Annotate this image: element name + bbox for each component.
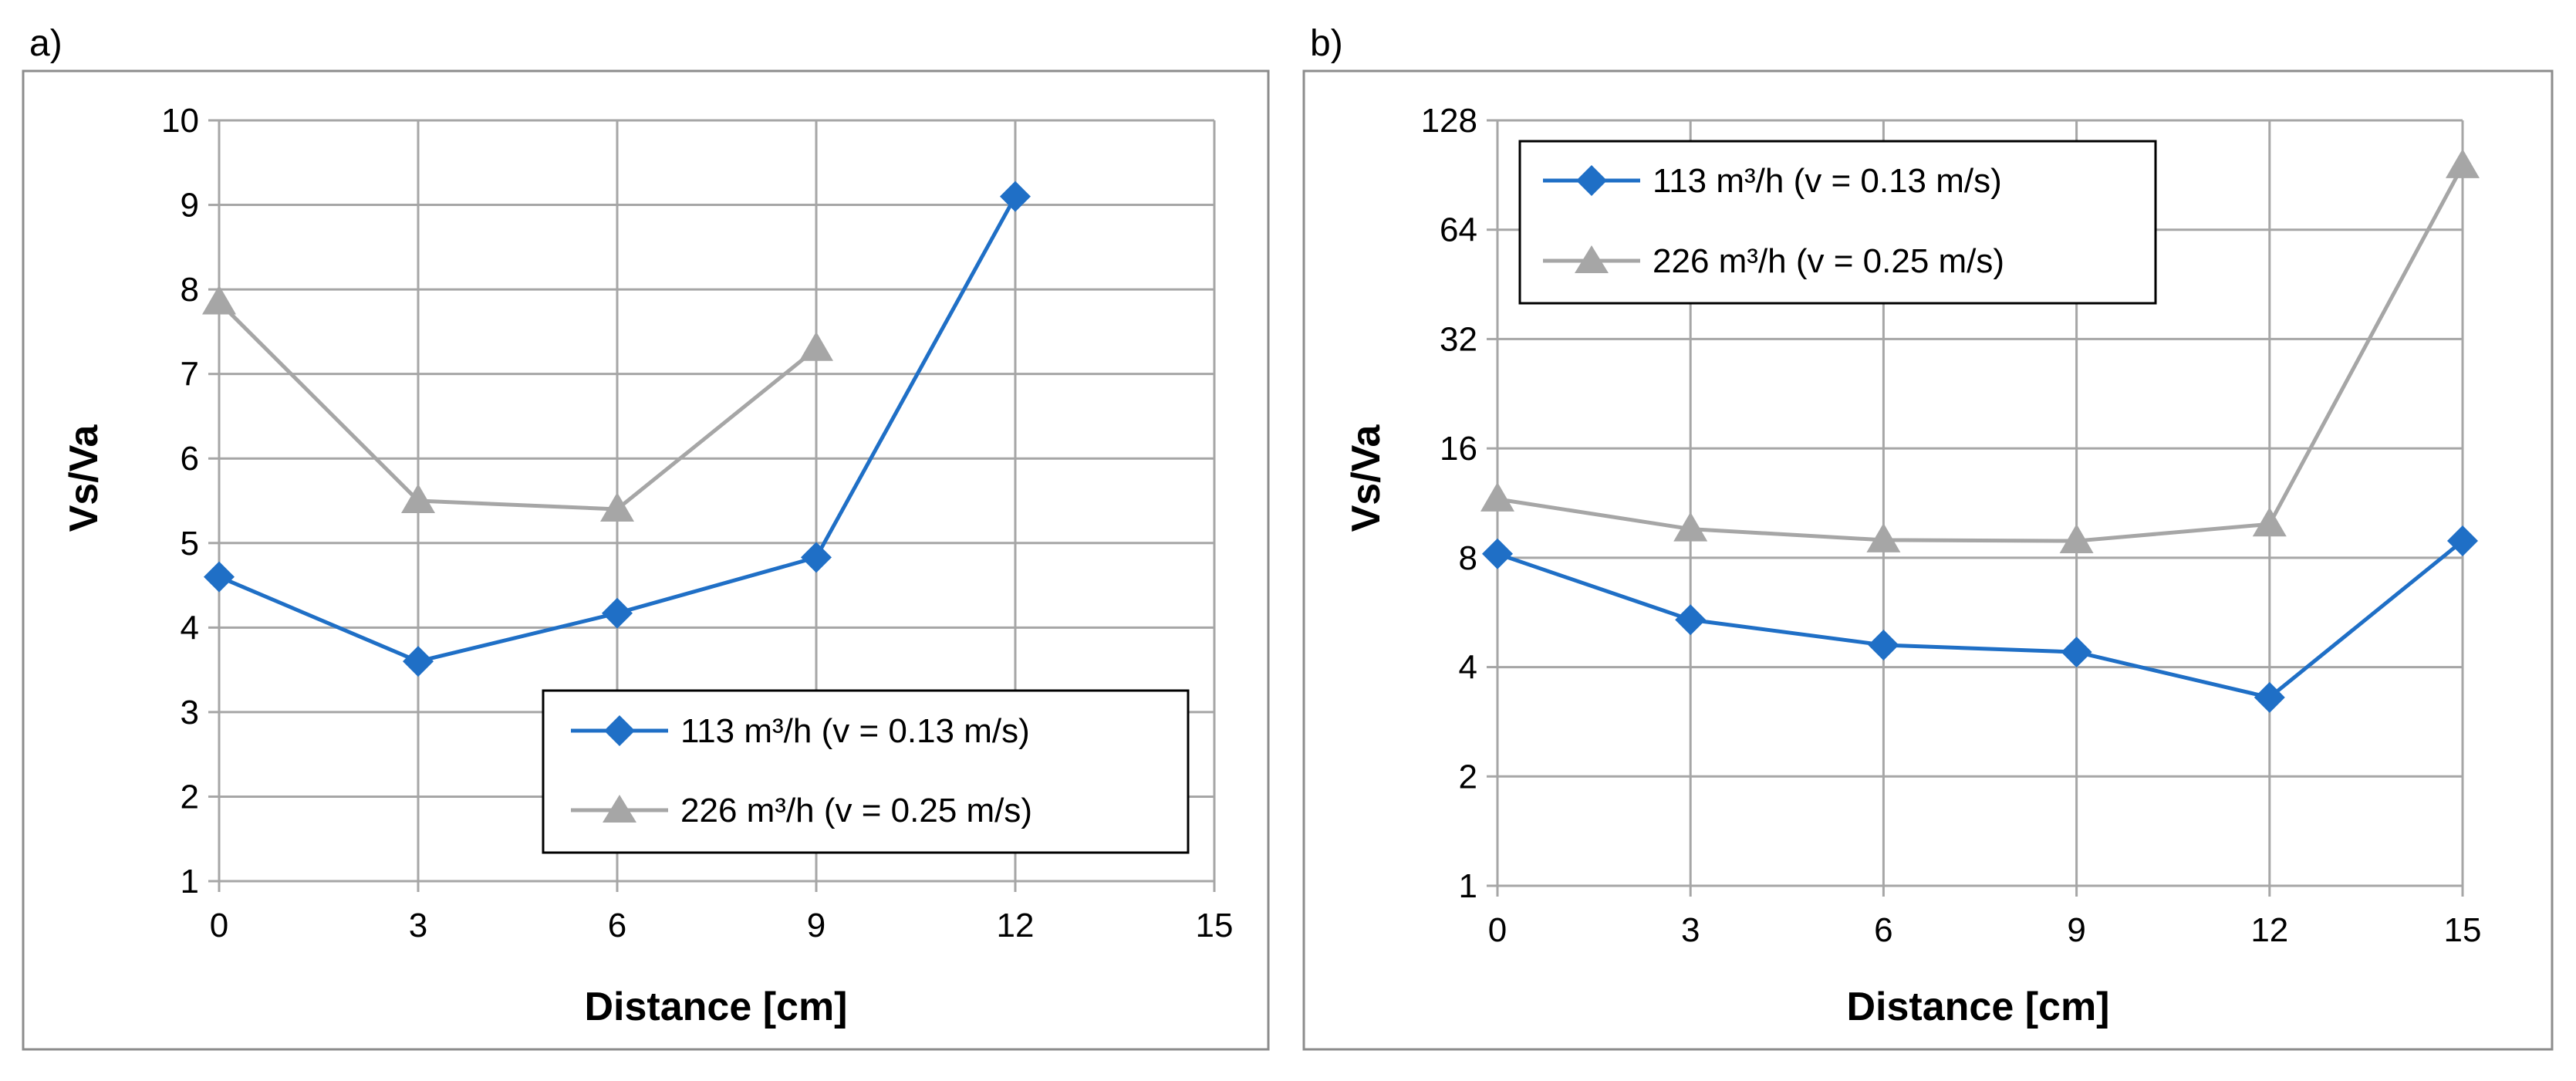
panel-a-legend-label-226: 226 m³/h (v = 0.25 m/s) [680,792,1032,829]
panel-b-gridlines [1487,119,2464,897]
panel-a-x-tick-label: 15 [1196,907,1234,944]
panel-b-x-tick-label: 15 [2444,911,2482,949]
panel-b-series-1-point-4 [2061,637,2092,668]
panel-b-legend-box [1518,140,2157,305]
panel-a-series-2-point-1 [202,285,236,315]
panel-b-x-tick-label: 12 [2250,911,2288,949]
panel-b-x-tick-label: 3 [1681,911,1700,949]
panel-b-y-tick-label: 32 [1440,320,1477,358]
panel-a-x-axis-title: Distance [cm] [585,985,848,1029]
panel-b-series-2-point-6 [2446,148,2480,178]
panel-a-legend-marker-226 [603,795,636,823]
panel-a-y-tick-label: 9 [181,187,199,225]
panel-a-y-tick-label: 7 [181,356,199,394]
panel-b-series-1-line [1497,539,2464,700]
panel-b-y-tick-label: 4 [1459,649,1477,687]
panel-a-series-1-point-2 [403,646,434,677]
panel-a-x-tick-label: 3 [409,907,427,944]
panel-a-series-2-point-2 [401,484,435,513]
panel-a-legend-label-113: 113 m³/h (v = 0.13 m/s) [680,712,1030,750]
panel-b-series-2-point-5 [2252,507,2287,537]
panel-b-y-tick-label: 2 [1459,758,1477,796]
panel-a-y-tick-labels: 1 2 3 4 5 6 7 8 9 10 [161,102,199,900]
panel-b-y-axis-title: Vs/Va [1344,424,1389,532]
panel-b-x-axis-title: Distance [cm] [1847,985,2110,1029]
panel-b-legend: 113 m³/h (v = 0.13 m/s) 226 m³/h (v = 0.… [1518,140,2157,305]
panel-a-y-tick-label: 4 [181,609,199,647]
panel-a-x-tick-label: 6 [608,907,626,944]
panel-a-series-1-point-1 [204,561,235,593]
panel-a-series-2-point-4 [799,331,833,361]
panel-a-y-tick-label: 5 [181,525,199,562]
panel-a-series-2-point-3 [600,492,634,522]
panel-b-series-2-point-1 [1480,481,1514,512]
panel-b-legend-marker-113 [1576,165,1607,196]
panel-b-x-tick-label: 0 [1488,911,1507,949]
panel-b-series-1-point-5 [2254,681,2285,713]
panel-a-legend-box [542,689,1190,854]
panel-b-series-2-line [1497,164,2465,543]
panel-b-series-2-point-2 [1673,512,1708,542]
panel-b-y-tick-label: 8 [1459,539,1477,577]
panel-a-legend-marker-113 [604,715,635,746]
panel-a-x-tick-labels: 0 3 6 9 12 15 [210,907,1234,944]
panel-b-y-tick-label: 128 [1421,102,1477,140]
panel-b-y-tick-label: 64 [1440,211,1477,249]
panel-b-series-1-point-3 [1868,629,1899,660]
panel-a-frame [22,69,1270,1051]
panel-b-y-tick-labels: 1 2 4 8 16 32 64 128 [1421,102,1477,905]
panel-a-y-tick-label: 6 [181,440,199,478]
panel-b-series-1-point-6 [2447,525,2478,557]
panel-a-label: a) [29,23,62,64]
panel-b-legend-marker-226 [1575,245,1609,273]
panel-a-y-tick-label: 2 [181,778,199,816]
panel-a-y-tick-label: 1 [181,863,199,900]
panel-a-y-tick-label: 10 [161,102,199,140]
panel-a-series-1-point-3 [602,597,633,629]
panel-a-series [202,181,1031,677]
panel-b-y-tick-label: 1 [1459,867,1477,905]
panel-a-legend: 113 m³/h (v = 0.13 m/s) 226 m³/h (v = 0.… [542,689,1190,854]
panel-a-y-axis-title: Vs/Va [62,424,106,532]
panel-b-x-tick-label: 9 [2067,911,2085,949]
panel-b-series-2-point-4 [2059,524,2094,554]
panel-b-legend-label-226: 226 m³/h (v = 0.25 m/s) [1653,242,2004,280]
panel-a-series-2-line [218,300,818,512]
panel-b-series-1-point-2 [1675,604,1707,636]
panel-b-series-1-point-1 [1482,538,1513,569]
panel-a-series-1-point-4 [801,542,832,573]
panel-a-y-tick-label: 3 [181,694,199,731]
panel-a-x-tick-label: 9 [807,907,825,944]
panel-b-series [1480,148,2480,713]
panel-a-y-tick-label: 8 [181,271,199,309]
panel-b-y-tick-label: 16 [1440,430,1477,468]
panel-a-series-1-point-5 [1000,181,1031,212]
panel-b-series-2-point-3 [1866,522,1901,552]
panel-b-legend-label-113: 113 m³/h (v = 0.13 m/s) [1653,162,2002,200]
panel-b-label: b) [1310,23,1343,64]
panel-a-x-tick-label: 12 [997,907,1035,944]
panel-b-x-tick-labels: 0 3 6 9 12 15 [1488,911,2482,949]
panel-a-x-tick-label: 0 [210,907,228,944]
panel-b-x-tick-label: 6 [1874,911,1892,949]
